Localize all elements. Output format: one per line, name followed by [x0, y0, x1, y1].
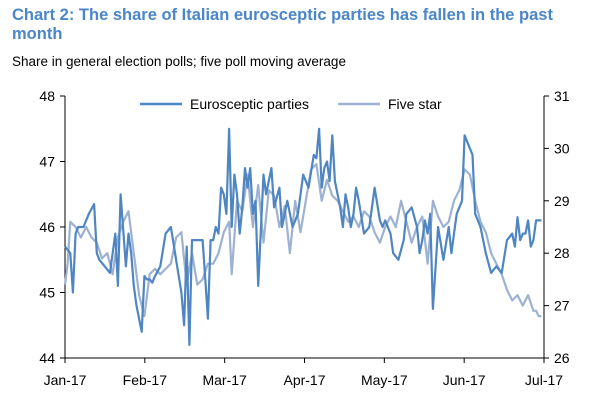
x-tick-label: Mar-17 — [202, 372, 247, 388]
chart-subtitle: Share in general election polls; five po… — [12, 54, 346, 69]
right-y-tick-label: 31 — [554, 88, 570, 104]
right-y-tick-label: 26 — [554, 350, 570, 366]
legend-eurosceptic-parties-label: Eurosceptic parties — [190, 96, 309, 112]
x-tick-label: Jun-17 — [443, 372, 486, 388]
x-tick-label: Feb-17 — [123, 372, 168, 388]
chart-tick-labels: 44 45 46 47 48 26 27 28 29 30 31 Jan-17 Feb-17 Mar-17… — [39, 88, 569, 388]
right-y-tick-label: 29 — [554, 193, 570, 209]
eurosceptic-parties-line — [64, 127, 542, 346]
right-y-tick-label: 28 — [554, 245, 570, 261]
left-y-tick-label: 45 — [39, 285, 55, 301]
chart-title: Chart 2: The share of Italian euroscepti… — [12, 6, 553, 43]
x-tick-label: Jul-17 — [525, 372, 563, 388]
legend-five-star-label: Five star — [388, 96, 442, 112]
right-y-tick-label: 27 — [554, 298, 570, 314]
left-y-tick-label: 44 — [39, 350, 55, 366]
chart-legend: Eurosceptic parties Five star — [140, 96, 442, 112]
x-tick-label: Apr-17 — [283, 372, 325, 388]
five-star-line — [63, 163, 542, 318]
x-tick-label: May-17 — [361, 372, 408, 388]
left-y-tick-label: 47 — [39, 154, 55, 170]
x-tick-label: Jan-17 — [44, 372, 87, 388]
chart-axes — [60, 95, 549, 363]
left-y-tick-label: 48 — [39, 88, 55, 104]
chart-series-lines — [63, 127, 542, 346]
left-y-tick-label: 46 — [39, 219, 55, 235]
right-y-tick-label: 30 — [554, 140, 570, 156]
